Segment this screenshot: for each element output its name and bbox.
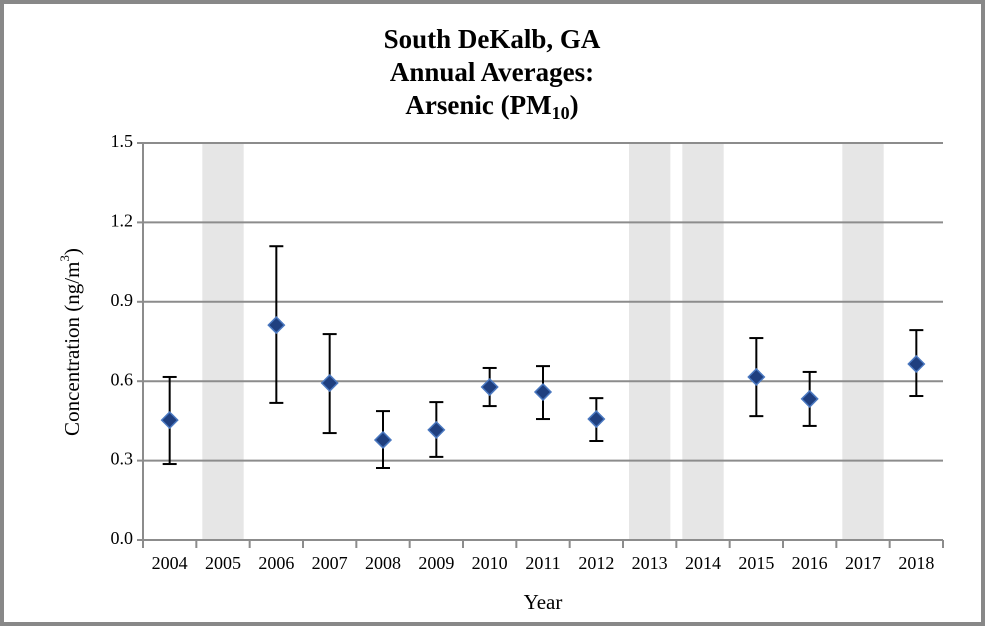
x-tick-label: 2008 [365, 553, 401, 573]
data-point [747, 367, 766, 387]
x-axis-label: Year [524, 590, 563, 614]
x-tick-label: 2012 [578, 553, 614, 573]
y-tick-label: 0.0 [111, 528, 134, 548]
x-tick-label: 2006 [258, 553, 294, 573]
data-point [267, 316, 286, 335]
no-data-band [682, 143, 724, 540]
y-label-superscript: 3 [57, 255, 72, 262]
data-point [533, 382, 553, 402]
x-tick-label: 2010 [472, 553, 508, 573]
chart-title: Arsenic (PM10) [405, 90, 578, 123]
data-point [907, 354, 926, 374]
data-point [587, 409, 606, 429]
x-tick-label: 2014 [685, 553, 721, 573]
y-tick-label: 0.6 [111, 369, 134, 389]
x-tick-label: 2011 [525, 553, 560, 573]
y-axis-label: Concentration (ng/m3) [57, 248, 84, 436]
x-tick-label: 2009 [418, 553, 454, 573]
x-tick-label: 2005 [205, 553, 241, 573]
y-label-suffix: ) [60, 248, 84, 255]
data-point [800, 389, 819, 408]
x-tick-label: 2016 [792, 553, 828, 573]
x-tick-label: 2007 [312, 553, 348, 573]
title-text: Arsenic (PM [405, 90, 551, 120]
x-tick-label: 2017 [845, 553, 881, 573]
data-point [427, 420, 446, 439]
data-point [160, 411, 179, 430]
y-tick-label: 1.5 [111, 131, 134, 151]
x-tick-label: 2018 [898, 553, 934, 573]
chart-title: Annual Averages: [390, 57, 594, 87]
data-point [480, 377, 499, 397]
chart-title: South DeKalb, GA [384, 24, 601, 54]
no-data-band [842, 143, 884, 540]
x-tick-label: 2013 [632, 553, 668, 573]
y-tick-label: 0.3 [111, 449, 134, 469]
y-tick-label: 1.2 [111, 211, 134, 231]
x-tick-label: 2004 [152, 553, 188, 573]
no-data-band [629, 143, 671, 540]
data-point [320, 373, 339, 393]
y-tick-label: 0.9 [111, 290, 134, 310]
x-tick-label: 2015 [738, 553, 774, 573]
data-point [373, 430, 393, 450]
y-label-text: Concentration (ng/m [60, 262, 84, 436]
no-data-band [202, 143, 244, 540]
title-subscript: 10 [552, 103, 570, 123]
title-suffix: ) [570, 90, 579, 120]
